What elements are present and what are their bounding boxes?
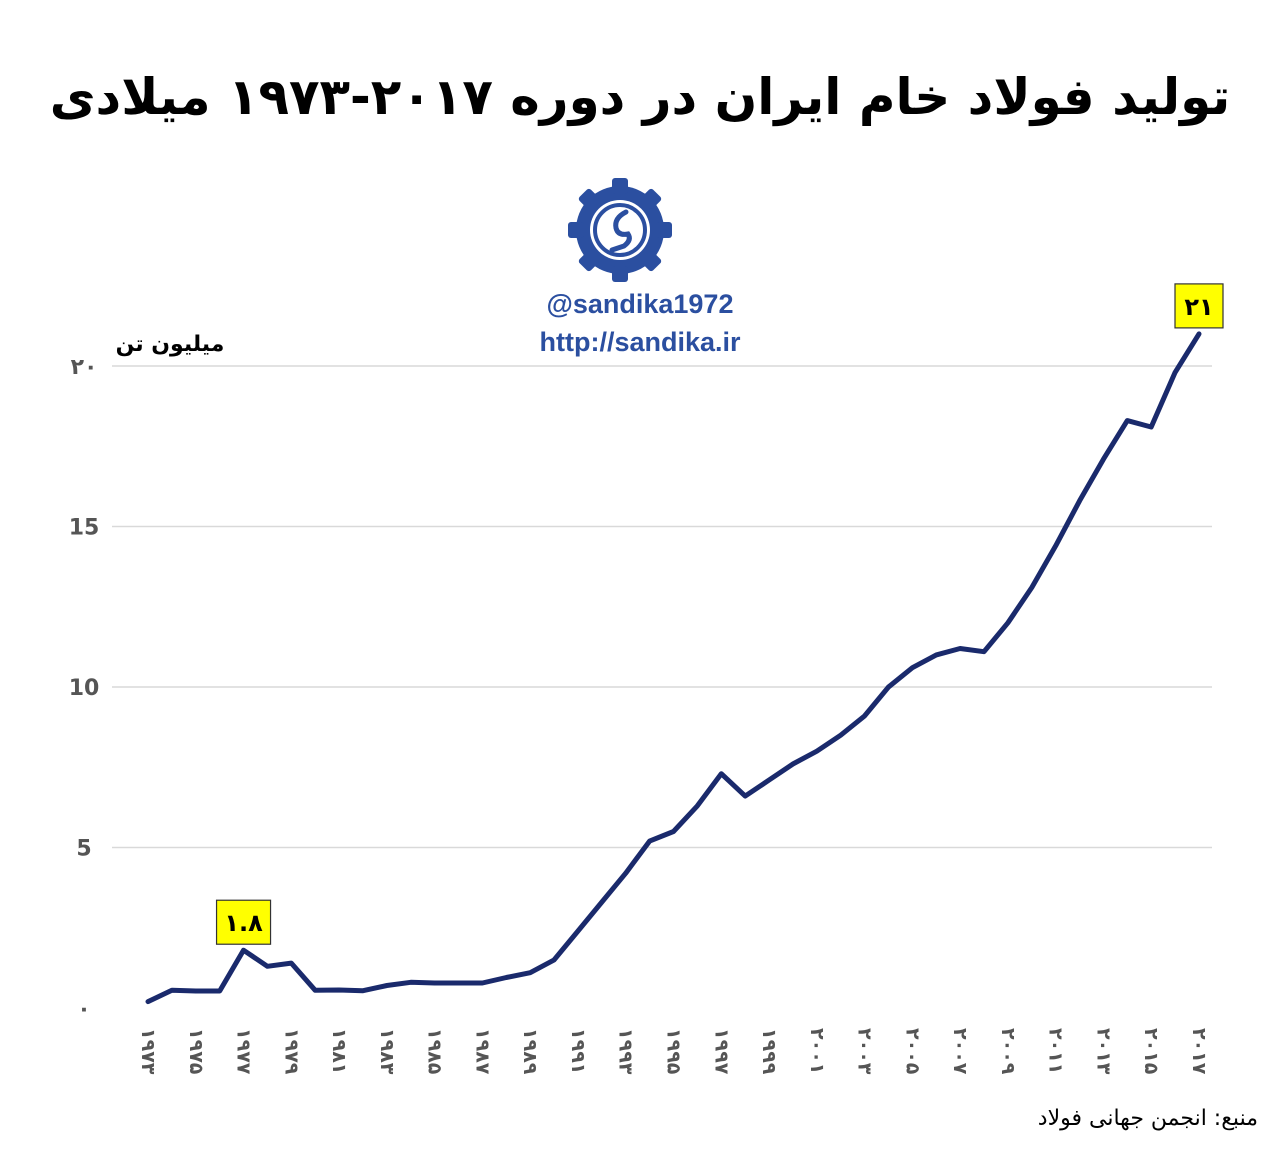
y-tick-label: 15	[69, 516, 100, 541]
x-tick-label: ۱۹۸۵	[424, 1028, 446, 1075]
y-axis-ticks: ۰ 5 10 15 ۲۰	[69, 355, 100, 1022]
x-tick-label: ۲۰۰۳	[854, 1028, 876, 1075]
x-axis-ticks: ۱۹۷۳ ۱۹۷۵ ۱۹۷۷ ۱۹۷۹ ۱۹۸۱ ۱۹۸۳ ۱۹۸۵ ۱۹۸۷ ۱۹۸۹ ۱۹۹۱…	[137, 1028, 1210, 1075]
sandika-logo-icon	[568, 178, 672, 282]
x-tick-label: ۲۰۰۹	[997, 1028, 1019, 1075]
x-tick-label: ۲۰۱۳	[1092, 1028, 1114, 1075]
x-tick-label: ۲۰۱۱	[1045, 1028, 1067, 1074]
y-tick-label: 5	[76, 837, 91, 862]
callout-label: ۲۱	[1184, 293, 1213, 321]
x-tick-label: ۱۹۷۹	[280, 1028, 302, 1075]
chart-title: تولید فولاد خام ایران در دوره ۲۰۱۷-۱۹۷۳ …	[49, 68, 1232, 126]
callout-label: ۱.۸	[224, 909, 263, 937]
series-line	[145, 331, 1202, 1005]
x-tick-label: ۲۰۰۵	[901, 1028, 923, 1075]
y-axis-unit-label: میلیون تن	[115, 332, 225, 357]
x-tick-label: ۱۹۷۵	[185, 1028, 207, 1075]
series-layer	[145, 331, 1202, 1005]
x-tick-label: ۱۹۹۷	[710, 1028, 732, 1075]
x-tick-label: ۲۰۰۷	[949, 1028, 971, 1075]
gridlines	[112, 365, 1212, 849]
y-tick-label: ۲۰	[71, 355, 98, 380]
callout-box	[1174, 283, 1224, 329]
x-tick-label: ۱۹۹۳	[615, 1028, 637, 1075]
x-tick-label: ۲۰۰۱	[806, 1028, 828, 1074]
brand-handle: @sandika1972	[546, 289, 734, 319]
callout-box	[215, 899, 272, 945]
x-tick-label: ۱۹۷۳	[137, 1028, 159, 1075]
x-tick-label: ۱۹۹۹	[758, 1028, 780, 1075]
x-tick-label: ۱۹۷۷	[233, 1028, 255, 1075]
x-tick-label: ۱۹۸۱	[328, 1028, 350, 1074]
value-callout: ۲۱	[1174, 283, 1224, 329]
x-tick-label: ۲۰۱۷	[1188, 1028, 1210, 1075]
x-tick-label: ۲۰۱۵	[1140, 1028, 1162, 1075]
source-note: منبع: انجمن جهانی فولاد	[1037, 1106, 1258, 1131]
x-tick-label: ۱۹۸۷	[471, 1028, 493, 1075]
callouts: ۱.۸ ۲۱	[215, 283, 1224, 945]
x-tick-label: ۱۹۸۹	[519, 1028, 541, 1075]
value-callout: ۱.۸	[215, 899, 272, 945]
x-tick-label: ۱۹۹۱	[567, 1028, 589, 1074]
x-tick-label: ۱۹۸۳	[376, 1028, 398, 1075]
x-tick-label: ۱۹۹۵	[663, 1028, 685, 1075]
brand-website: http://sandika.ir	[539, 327, 741, 357]
y-tick-label: ۰	[77, 997, 90, 1022]
y-tick-label: 10	[69, 676, 100, 701]
